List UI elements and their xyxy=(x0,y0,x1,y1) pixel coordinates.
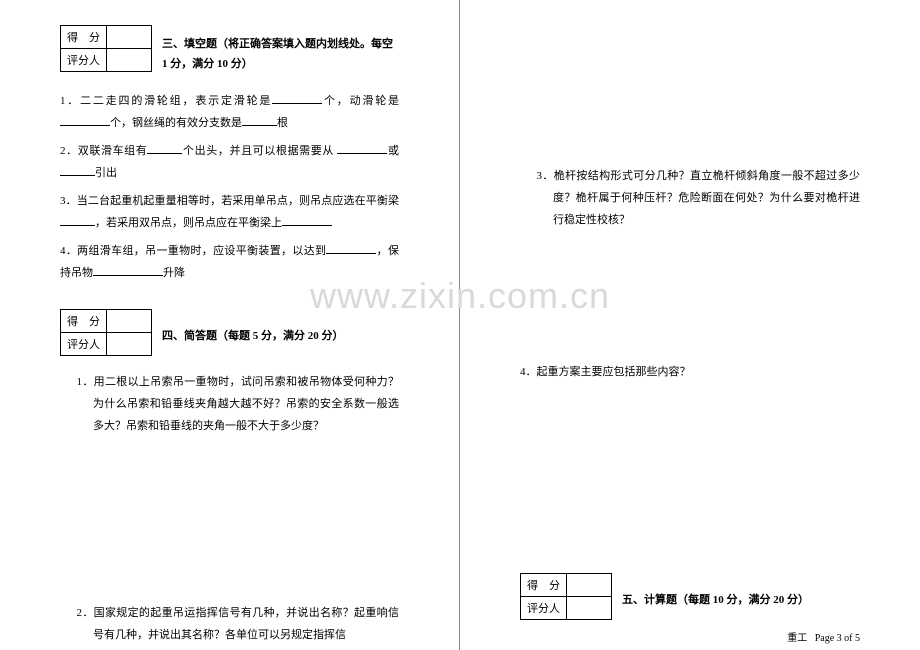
score-label: 得 分 xyxy=(61,26,107,49)
section-3-header: 得 分 评分人 三、填空题（将正确答案填入题内划线处。每空 1 分，满分 10 … xyxy=(60,25,399,75)
s3-q1-b: 个，动滑轮是 xyxy=(322,95,399,107)
left-column: 得 分 评分人 三、填空题（将正确答案填入题内划线处。每空 1 分，满分 10 … xyxy=(0,0,460,650)
score-blank xyxy=(107,309,152,332)
score-label: 得 分 xyxy=(61,309,107,332)
s3-q1: 1．二二走四的滑轮组，表示定滑轮是 个，动滑轮是个，钢丝绳的有效分支数是 根 xyxy=(60,90,399,134)
page-container: 得 分 评分人 三、填空题（将正确答案填入题内划线处。每空 1 分，满分 10 … xyxy=(0,0,920,650)
page-footer: 重工 Page 3 of 5 xyxy=(787,629,860,644)
s4-q1: 1．用二根以上吊索吊一重物时，试问吊索和被吊物体受何种力？为什么吊索和铅垂线夹角… xyxy=(77,371,400,437)
s3-q2: 2．双联滑车组有 个出头，并且可以根据需要从 或引出 xyxy=(60,140,399,184)
section3-title: 三、填空题（将正确答案填入题内划线处。每空 1 分，满分 10 分） xyxy=(162,35,399,75)
right-column: 3．桅杆按结构形式可分几种？直立桅杆倾斜角度一般不超过多少度？桅杆属于何种压杆？… xyxy=(460,0,920,650)
footer-page: Page 3 of 5 xyxy=(815,633,860,644)
score-blank xyxy=(107,26,152,49)
grader-label: 评分人 xyxy=(521,597,567,620)
s3-q4-c: 升降 xyxy=(163,267,185,279)
score-table-section5: 得 分 评分人 xyxy=(520,573,612,620)
section5-title: 五、计算题（每题 10 分，满分 20 分） xyxy=(622,591,860,611)
s3-q3: 3．当二台起重机起重量相等时，若采用单吊点，则吊点应选在平衡梁 ，若采用双吊点，则… xyxy=(60,190,399,234)
s3-q1-c: 个，钢丝绳的有效分支数是 xyxy=(110,117,242,129)
score-blank xyxy=(567,574,612,597)
section-4-header: 得 分 评分人 四、简答题（每题 5 分，满分 20 分） xyxy=(60,309,399,356)
score-table-section4: 得 分 评分人 xyxy=(60,309,152,356)
s3-q3-a: 3．当二台起重机起重量相等时，若采用单吊点，则吊点应选在平衡梁 xyxy=(60,195,399,207)
s3-q1-a: 1．二二走四的滑轮组，表示定滑轮是 xyxy=(60,95,272,107)
grader-label: 评分人 xyxy=(61,332,107,355)
score-table-section3: 得 分 评分人 xyxy=(60,25,152,72)
section4-title: 四、简答题（每题 5 分，满分 20 分） xyxy=(162,327,399,347)
s3-q2-a: 2．双联滑车组有 xyxy=(60,145,147,157)
s3-q1-d: 根 xyxy=(277,117,288,129)
s3-q3-b: ，若采用双吊点，则吊点应在平衡梁上 xyxy=(95,217,282,229)
grader-label: 评分人 xyxy=(61,49,107,72)
s3-q2-c: 或 xyxy=(387,145,399,157)
grader-blank xyxy=(567,597,612,620)
s3-q2-d: 引出 xyxy=(95,167,117,179)
footer-prefix: 重工 xyxy=(787,633,807,644)
s3-q4: 4．两组滑车组，吊一重物时，应设平衡装置，以达到，保持吊物升降 xyxy=(60,240,399,284)
s4-q2: 2．国家规定的起重吊运指挥信号有几种，并说出名称？起重响信号有几种，并说出其名称… xyxy=(77,602,400,646)
section-5-header: 得 分 评分人 五、计算题（每题 10 分，满分 20 分） xyxy=(520,573,860,620)
grader-blank xyxy=(107,49,152,72)
s3-q2-b: 个出头，并且可以根据需要从 xyxy=(182,145,337,157)
s3-q4-a: 4．两组滑车组，吊一重物时，应设平衡装置，以达到 xyxy=(60,245,326,257)
s4-q3: 3．桅杆按结构形式可分几种？直立桅杆倾斜角度一般不超过多少度？桅杆属于何种压杆？… xyxy=(537,165,861,231)
s4-q4: 4．起重方案主要应包括那些内容？ xyxy=(520,361,860,383)
grader-blank xyxy=(107,332,152,355)
score-label: 得 分 xyxy=(521,574,567,597)
